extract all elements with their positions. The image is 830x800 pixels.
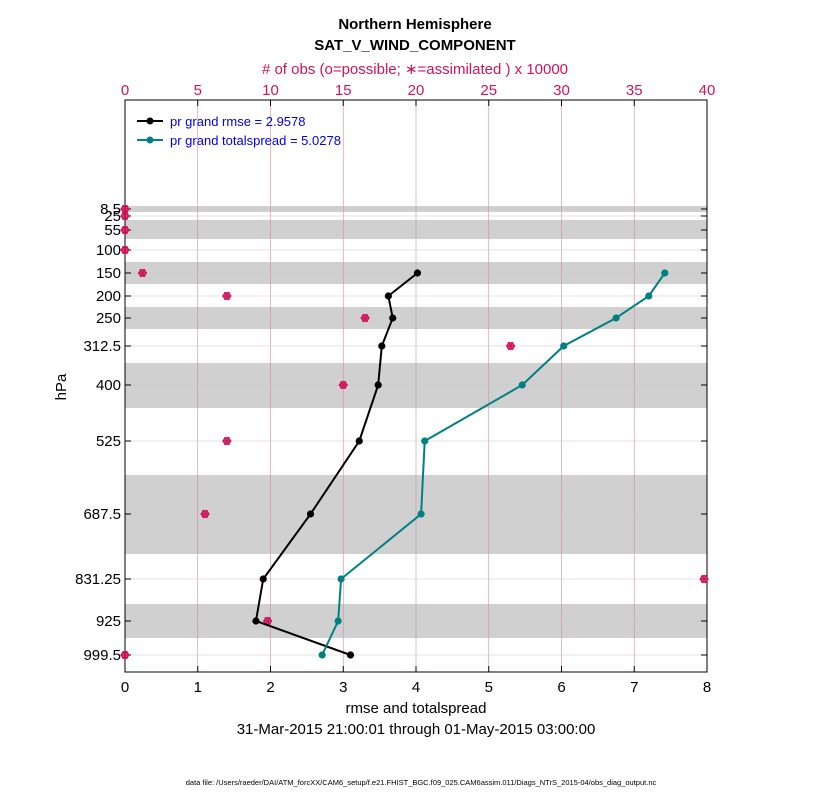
- rmse-point: [252, 617, 260, 625]
- top-axis-label: # of obs (o=possible; ∗=assimilated ) x …: [262, 61, 568, 78]
- y-tick-label: 999.5: [83, 647, 121, 664]
- rmse-point: [378, 342, 386, 350]
- obs-assimilated-marker: [120, 204, 130, 214]
- y-tick-label: 925: [96, 613, 121, 630]
- top-tick-label: 5: [194, 82, 202, 99]
- gridlines: [125, 100, 707, 672]
- date-range: 31-Mar-2015 21:00:01 through 01-May-2015…: [237, 721, 596, 738]
- totalspread-point: [560, 342, 568, 350]
- y-tick-label: 55: [104, 222, 121, 239]
- obs-assimilated-marker: [120, 225, 130, 235]
- chart-subtitle: SAT_V_WIND_COMPONENT: [314, 37, 515, 54]
- chart-title: Northern Hemisphere: [338, 16, 491, 33]
- y-tick-label: 25: [104, 208, 121, 225]
- obs-assimilated-marker: [699, 574, 709, 584]
- totalspread-point: [334, 617, 342, 625]
- obs-assimilated-marker: [120, 650, 130, 660]
- asterisk-stroke: [507, 341, 514, 351]
- y-tick-label: 8.5: [100, 201, 121, 218]
- top-tick-label: 35: [626, 82, 643, 99]
- footer-filepath: data file: /Users/raeder/DAI/ATM_forcXX/…: [186, 778, 657, 787]
- totalspread-point: [417, 510, 425, 518]
- x-tick-label: 6: [557, 679, 565, 696]
- asterisk-stroke: [340, 380, 347, 390]
- legend-marker-spread: [146, 136, 154, 144]
- rmse-point: [306, 510, 315, 518]
- y-tick-label: 831.25: [75, 571, 121, 588]
- y-tick-label: 250: [96, 310, 121, 327]
- y-tick-label: 200: [96, 288, 121, 305]
- asterisk-stroke: [122, 211, 128, 221]
- x-tick-label: 5: [485, 679, 493, 696]
- rmse-line: [254, 272, 419, 656]
- totalspread-point: [421, 437, 429, 445]
- obs-assimilated-marker: [338, 380, 348, 390]
- y-tick-label: 400: [96, 377, 121, 394]
- asterisk-stroke: [223, 291, 230, 301]
- x-tick-label: 4: [412, 679, 420, 696]
- legend-marker-rmse: [146, 117, 154, 125]
- obs-assimilated-marker: [200, 509, 210, 519]
- bottom-axis: 0 1 2 3 4 5 6 7 8: [121, 666, 711, 696]
- legend-label-spread: pr grand totalspread = 5.0278: [170, 133, 341, 148]
- totalspread-point: [661, 269, 669, 277]
- obs-assimilated-marker: [120, 211, 130, 221]
- asterisk-stroke: [122, 225, 128, 235]
- asterisk-stroke: [202, 509, 208, 519]
- rmse-point: [389, 314, 397, 322]
- rmse-point: [384, 292, 392, 300]
- totalspread-point: [337, 575, 345, 583]
- obs-assimilated-marker: [222, 436, 232, 446]
- obs-assimilated-marker: [506, 341, 516, 351]
- asterisk-stroke: [122, 245, 128, 255]
- x-tick-label: 0: [121, 679, 129, 696]
- obs-assimilated-marker: [360, 313, 370, 323]
- legend-label-rmse: pr grand rmse = 2.9578: [170, 114, 306, 129]
- x-tick-label: 7: [630, 679, 638, 696]
- x-tick-label: 1: [194, 679, 202, 696]
- top-tick-label: 40: [699, 82, 716, 99]
- top-axis: 0 5 10 15 20 25 30 35 40: [121, 82, 716, 106]
- totalspread-point: [612, 314, 620, 322]
- rmse-point: [346, 651, 355, 659]
- y-tick-label: 312.5: [83, 338, 121, 355]
- x-tick-label: 3: [339, 679, 347, 696]
- y-tick-label: 687.5: [83, 506, 121, 523]
- rmse-point: [374, 381, 382, 389]
- x-tick-label: 8: [703, 679, 711, 696]
- totalspread-point: [318, 651, 326, 659]
- obs-assimilated-marker: [137, 268, 147, 278]
- rmse-point: [413, 269, 422, 277]
- top-tick-label: 10: [262, 82, 279, 99]
- top-tick-label: 30: [553, 82, 570, 99]
- top-tick-label: 25: [480, 82, 497, 99]
- y-tick-label: 150: [96, 265, 121, 282]
- totalspread-point: [645, 292, 653, 300]
- obs-assimilated-marker: [222, 291, 232, 301]
- asterisk-stroke: [701, 574, 708, 584]
- totalspread-point: [518, 381, 526, 389]
- asterisk-stroke: [139, 268, 146, 278]
- rmse-point: [355, 437, 363, 445]
- top-tick-label: 20: [408, 82, 425, 99]
- legend: pr grand rmse = 2.9578 pr grand totalspr…: [137, 114, 341, 148]
- totalspread-line: [321, 272, 666, 656]
- y-tick-label: 100: [96, 242, 121, 259]
- y-axis-label: hPa: [53, 373, 70, 400]
- rmse-point: [259, 575, 267, 583]
- top-tick-label: 15: [335, 82, 352, 99]
- asterisk-stroke: [122, 204, 128, 214]
- x-tick-label: 2: [266, 679, 274, 696]
- asterisk-stroke: [362, 313, 369, 323]
- asterisk-stroke: [122, 650, 128, 660]
- series-layer: [252, 269, 669, 659]
- y-tick-label: 525: [96, 433, 121, 450]
- x-axis-label: rmse and totalspread: [346, 700, 487, 717]
- asterisk-stroke: [223, 436, 230, 446]
- top-tick-label: 0: [121, 82, 129, 99]
- obs-assimilated-marker: [120, 245, 130, 255]
